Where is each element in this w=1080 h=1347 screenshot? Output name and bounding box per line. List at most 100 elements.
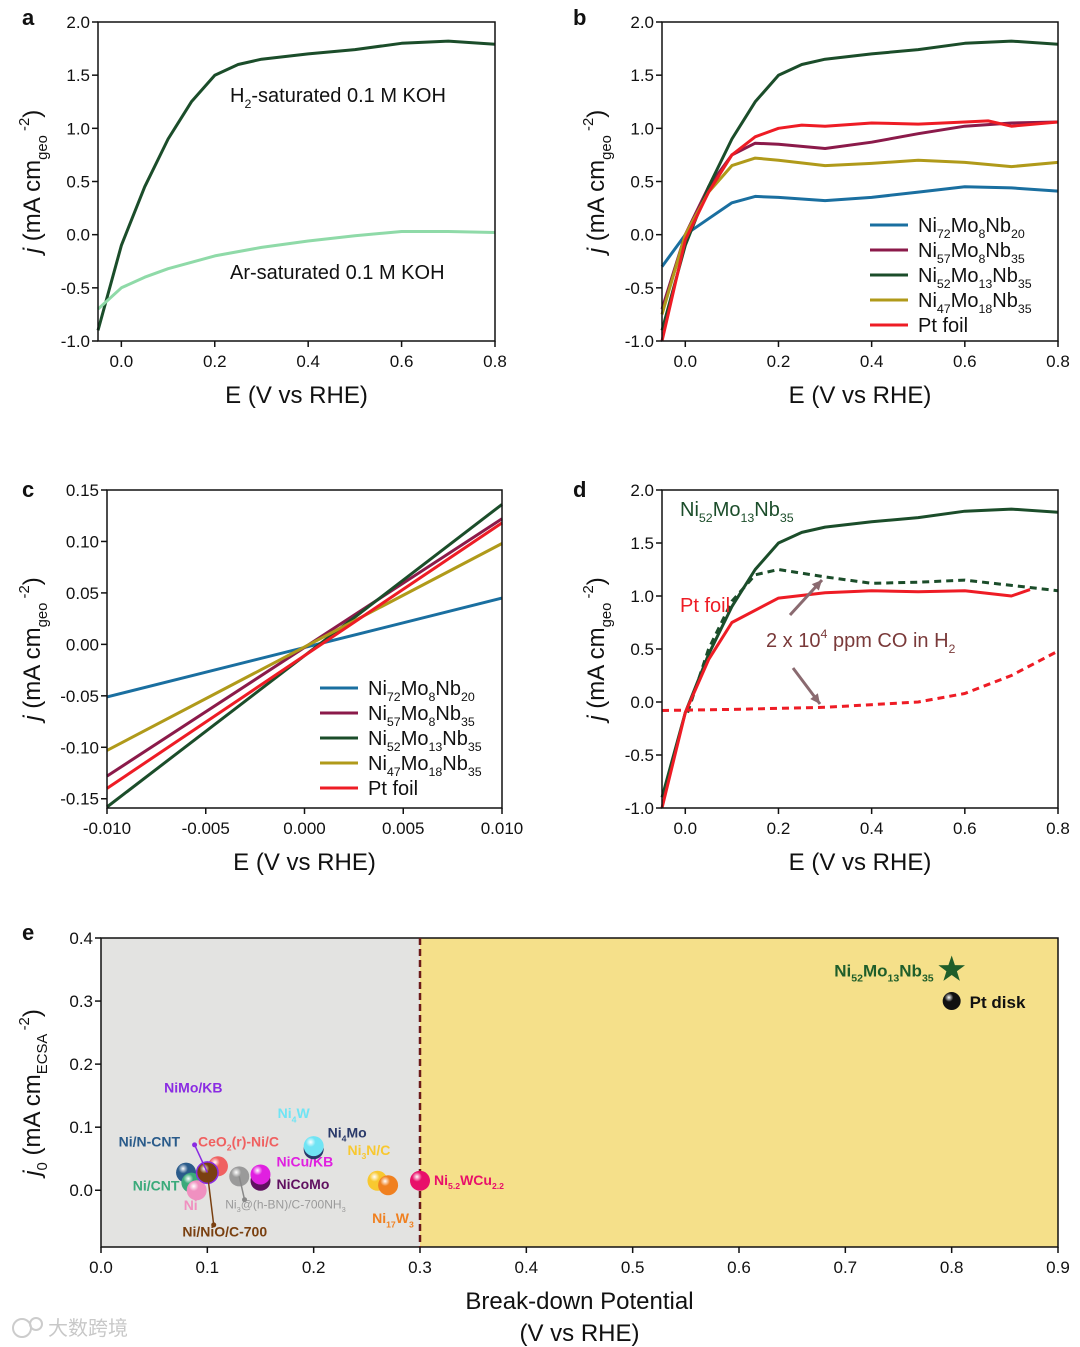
x-tick-label: 0.4: [860, 352, 884, 371]
arrow-head-icon: [810, 693, 820, 704]
x-tick-label: 0.3: [408, 1258, 432, 1277]
watermark-logo-icon: [12, 1317, 43, 1338]
x-tick-label: 0.1: [196, 1258, 220, 1277]
y-tick-label: -0.10: [60, 738, 99, 757]
x-tick-label: 0.2: [302, 1258, 326, 1277]
x-axis-title: Break-down Potential: [465, 1288, 693, 1315]
x-tick-label: 0.2: [767, 352, 791, 371]
x-tick-label: 0.6: [390, 352, 414, 371]
legend-label: Pt foil: [368, 778, 418, 800]
x-tick-label: 0.4: [296, 352, 320, 371]
legend-label: Ni52Mo13Nb35: [918, 265, 1032, 291]
x-tick-label: 0.8: [940, 1258, 964, 1277]
panel-letter-e: e: [22, 920, 34, 945]
x-tick-label: 0.0: [89, 1258, 113, 1277]
panel-letter-c: c: [22, 477, 34, 502]
plot-area: [106, 503, 503, 809]
y-tick-label: 1.5: [630, 534, 654, 553]
plot-frame: [100, 937, 1059, 1248]
series-line-ni52mo13nb35-co: [686, 568, 1059, 714]
left-region: [101, 938, 420, 1247]
point-label-nimo-kb: NiMo/KB: [164, 1080, 222, 1096]
y-tick-label: 1.0: [630, 119, 654, 138]
panel-letter-d: d: [573, 477, 586, 502]
y-tick-label: 0.5: [630, 640, 654, 659]
x-tick-label: 0.6: [727, 1258, 751, 1277]
x-tick-label: 0.2: [203, 352, 227, 371]
x-tick-label: -0.010: [83, 819, 131, 838]
y-tick-label: -0.5: [625, 279, 654, 298]
y-tick-label: 0.05: [66, 584, 99, 603]
series-line-pt-foil: [660, 119, 1059, 342]
series-line-ar-saturated-0-1-m-koh: [96, 230, 496, 311]
pointer-arrow: [206, 1172, 215, 1226]
series-line-pt-foil: [106, 521, 503, 790]
x-axis-title: E (V vs RHE): [789, 849, 932, 876]
x-tick-label: 0.010: [481, 819, 524, 838]
y-tick-label: 0.2: [69, 1055, 93, 1074]
panel-c: -0.010 -0.005 0.000 0.005 0.010 -0.15 -0.10 -0.…: [17, 481, 523, 876]
y-axis-title: j (mA cmgeo -2): [581, 110, 615, 257]
point-label-nicomo: NiCoMo: [277, 1176, 330, 1192]
y-tick-label: 2.0: [66, 13, 90, 32]
sphere-marker-ni: [186, 1180, 207, 1201]
point-label-ni52mo13nb35: Ni52Mo13Nb35: [834, 962, 934, 985]
annotation-co-label: 2 x 104 ppm CO in H2: [766, 627, 956, 656]
y-tick-label: -0.5: [625, 746, 654, 765]
legend-label: Ni57Mo8Nb35: [368, 703, 475, 729]
y-tick-label: 2.0: [630, 13, 654, 32]
y-tick-label: 0.1: [69, 1118, 93, 1137]
x-tick-label: 0.6: [953, 819, 977, 838]
point-label-ni-n-cnt: Ni/N-CNT: [119, 1134, 181, 1150]
panel-a: 0.0 0.2 0.4 0.6 0.8 -1.0 -0.5 0.0 0.5 1.0 1.5 2.0 E …: [17, 13, 507, 409]
x-axis-title: E (V vs RHE): [233, 849, 376, 876]
y-axis-title: j0 (mA cmECSA -2): [17, 1009, 51, 1179]
series-line-ni72mo8nb20: [660, 185, 1059, 268]
y-tick-label: -0.05: [60, 687, 99, 706]
y-tick-label: 0.0: [630, 226, 654, 245]
x-tick-label: 0.0: [110, 352, 134, 371]
right-region: [420, 938, 1058, 1247]
y-tick-label: 1.0: [630, 587, 654, 606]
annotation-ar: Ar-saturated 0.1 M KOH: [230, 262, 445, 284]
y-tick-label: 0.5: [630, 173, 654, 192]
y-tick-label: -0.5: [61, 279, 90, 298]
y-tick-label: -1.0: [625, 332, 654, 351]
legend-label: Ni47Mo18Nb35: [918, 290, 1032, 316]
x-axis-title: E (V vs RHE): [789, 382, 932, 409]
sphere-marker-ni4w: [303, 1136, 324, 1157]
point-label-pt-disk: Pt disk: [970, 993, 1026, 1012]
arrow-head-icon: [811, 580, 822, 591]
point-label-ni-nio-c-700: Ni/NiO/C-700: [182, 1224, 267, 1240]
y-tick-label: -1.0: [625, 799, 654, 818]
y-tick-label: 1.5: [630, 66, 654, 85]
x-tick-label: 0.0: [673, 352, 697, 371]
y-tick-label: 0.5: [66, 173, 90, 192]
panel-letter-a: a: [22, 5, 35, 30]
y-tick-label: 0.3: [69, 992, 93, 1011]
plot-frame: [97, 21, 496, 342]
panel-d: 0.0 0.2 0.4 0.6 0.8 -1.0 -0.5 0.0 0.5 1.0 1.5 2.0 E …: [581, 481, 1070, 876]
legend-label: Ni52Mo13Nb35: [368, 728, 482, 754]
y-tick-label: -1.0: [61, 332, 90, 351]
x-tick-label: 0.8: [1046, 819, 1070, 838]
pointer-arrow: [238, 1176, 246, 1200]
legend-label: Ni57Mo8Nb35: [918, 240, 1025, 266]
x-tick-label: 0.2: [767, 819, 791, 838]
plot-area: [96, 39, 496, 331]
x-tick-label: 0.5: [621, 1258, 645, 1277]
y-tick-label: 0.00: [66, 635, 99, 654]
y-tick-label: 0.15: [66, 481, 99, 500]
x-tick-label: 0.6: [953, 352, 977, 371]
legend-label: Ni72Mo8Nb20: [918, 215, 1025, 241]
x-tick-label: 0.4: [515, 1258, 539, 1277]
point-label-ni4w: Ni4W: [278, 1105, 311, 1124]
watermark: 大数跨境: [48, 1317, 128, 1340]
y-tick-label: 0.10: [66, 532, 99, 551]
point-label-nicu-kb: NiCu/KB: [277, 1153, 334, 1169]
y-axis-title: j (mA cmgeo -2): [581, 577, 615, 724]
y-tick-label: 0.0: [630, 693, 654, 712]
annotation-ni-label: Ni52Mo13Nb35: [680, 499, 794, 525]
